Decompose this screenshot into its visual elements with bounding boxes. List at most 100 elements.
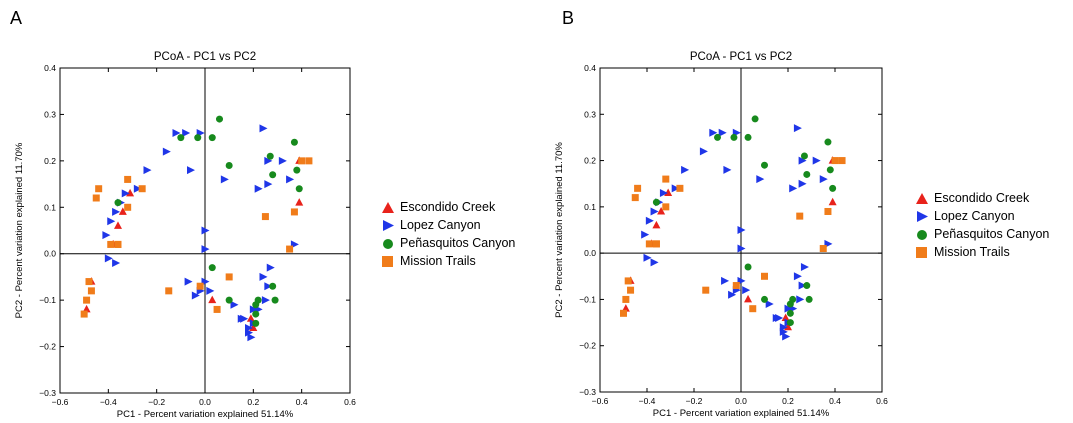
legend-label: Escondido Creek <box>934 191 1030 205</box>
data-point-lopez-canyon <box>645 216 654 225</box>
data-point-lopez-canyon <box>671 184 680 193</box>
data-point-pe-asquitos-canyon <box>824 138 832 146</box>
legend-label: Mission Trails <box>934 245 1010 259</box>
data-point-lopez-canyon <box>779 323 788 332</box>
data-point-lopez-canyon <box>121 189 130 198</box>
y-axis-label: PC2 - Percent variation explained 11.70% <box>14 142 25 318</box>
data-point-mission-trails <box>824 207 832 215</box>
data-point-lopez-canyon <box>796 295 805 304</box>
data-point-lopez-canyon <box>237 314 246 323</box>
y-tick-label: −0.1 <box>39 295 56 305</box>
legend-label: Mission Trails <box>400 254 476 268</box>
data-point-pe-asquitos-canyon <box>789 295 797 303</box>
data-point-escondido-creek <box>249 323 258 331</box>
data-point-lopez-canyon <box>143 166 152 175</box>
legend-item-penasquitos-canyon: Peñasquitos Canyon <box>914 226 1064 244</box>
data-point-escondido-creek <box>208 295 217 304</box>
data-point-pe-asquitos-canyon <box>730 133 738 141</box>
data-point-pe-asquitos-canyon <box>826 166 834 174</box>
data-point-pe-asquitos-canyon <box>208 264 216 272</box>
y-tick-label: 0.4 <box>584 63 596 73</box>
data-point-pe-asquitos-canyon <box>269 282 277 290</box>
data-point-mission-trails <box>92 194 100 202</box>
data-point-mission-trails <box>627 286 635 294</box>
data-point-pe-asquitos-canyon <box>254 296 262 304</box>
data-point-lopez-canyon <box>191 291 200 300</box>
data-point-escondido-creek <box>126 188 135 197</box>
data-point-escondido-creek <box>781 313 790 321</box>
data-point-lopez-canyon <box>798 179 807 188</box>
data-point-pe-asquitos-canyon <box>761 295 768 303</box>
x-tick-label: 0.2 <box>782 396 794 406</box>
data-point-mission-trails <box>634 184 642 192</box>
data-point-pe-asquitos-canyon <box>744 133 752 141</box>
legend-label: Lopez Canyon <box>934 209 1015 223</box>
y-tick-label: 0.3 <box>584 109 596 119</box>
y-tick-label: 0.3 <box>44 109 56 119</box>
data-point-lopez-canyon <box>793 272 802 281</box>
data-point-lopez-canyon <box>254 184 263 193</box>
x-tick-label: 0.4 <box>829 396 841 406</box>
data-point-lopez-canyon <box>737 226 746 234</box>
data-point-pe-asquitos-canyon <box>225 296 233 304</box>
data-point-lopez-canyon <box>784 304 793 313</box>
data-point-pe-asquitos-canyon <box>252 319 260 327</box>
data-point-mission-trails <box>138 185 146 193</box>
data-point-lopez-canyon <box>286 175 295 184</box>
chart-title: PCoA - PC1 vs PC2 <box>154 51 256 63</box>
legend-label: Peñasquitos Canyon <box>934 227 1050 241</box>
data-point-lopez-canyon <box>278 156 287 165</box>
data-point-pe-asquitos-canyon <box>803 170 811 178</box>
data-point-pe-asquitos-canyon <box>271 296 279 304</box>
y-tick-label: 0.0 <box>584 248 596 258</box>
data-point-lopez-canyon <box>264 156 273 165</box>
data-point-mission-trails <box>702 286 710 294</box>
x-tick-label: 0.0 <box>735 396 747 406</box>
x-tick-label: −0.2 <box>148 397 165 407</box>
data-point-lopez-canyon <box>800 263 809 272</box>
x-tick-label: 0.6 <box>344 397 356 407</box>
data-point-lopez-canyon <box>650 207 659 216</box>
chart-title: PCoA - PC1 vs PC2 <box>690 51 792 63</box>
data-point-mission-trails <box>796 212 804 220</box>
data-point-lopez-canyon <box>107 217 116 226</box>
legend-label: Peñasquitos Canyon <box>400 236 516 250</box>
legend-item-escondido-creek: Escondido Creek <box>914 190 1064 208</box>
data-point-pe-asquitos-canyon <box>290 138 298 146</box>
data-point-lopez-canyon <box>789 184 798 193</box>
data-point-lopez-canyon <box>723 165 732 174</box>
data-point-mission-trails <box>124 203 132 211</box>
y-tick-label: −0.3 <box>579 387 596 397</box>
legend-item-lopez-canyon: Lopez Canyon <box>380 217 530 235</box>
data-point-lopez-canyon <box>261 296 270 305</box>
data-point-mission-trails <box>732 282 740 290</box>
data-point-escondido-creek <box>744 294 753 303</box>
data-point-lopez-canyon <box>681 165 690 174</box>
data-point-mission-trails <box>286 245 294 253</box>
data-point-lopez-canyon <box>112 259 121 267</box>
data-point-lopez-canyon <box>187 166 195 175</box>
data-point-escondido-creek <box>664 188 673 196</box>
legend-item-lopez-canyon: Lopez Canyon <box>914 208 1064 226</box>
data-point-mission-trails <box>749 305 757 313</box>
data-point-pe-asquitos-canyon <box>652 198 660 206</box>
data-point-lopez-canyon <box>659 188 668 197</box>
data-point-lopez-canyon <box>133 184 142 193</box>
x-tick-label: −0.6 <box>52 397 69 407</box>
data-point-mission-trails <box>676 184 684 192</box>
data-point-mission-trails <box>290 208 298 216</box>
data-point-pe-asquitos-canyon <box>744 263 752 271</box>
data-point-escondido-creek <box>784 322 792 331</box>
triangle-marker-icon <box>916 193 928 204</box>
legend-item-mission-trails: Mission Trails <box>380 253 530 271</box>
data-point-escondido-creek <box>657 206 666 215</box>
data-point-lopez-canyon <box>699 147 708 156</box>
triangle-right-marker-icon <box>383 220 394 231</box>
x-tick-label: 0.6 <box>876 396 888 406</box>
data-point-pe-asquitos-canyon <box>216 115 223 123</box>
data-point-lopez-canyon <box>765 300 774 309</box>
data-point-lopez-canyon <box>709 128 718 137</box>
data-point-mission-trails <box>662 203 670 211</box>
x-tick-label: −0.4 <box>639 396 656 406</box>
legend-item-escondido-creek: Escondido Creek <box>380 199 530 217</box>
